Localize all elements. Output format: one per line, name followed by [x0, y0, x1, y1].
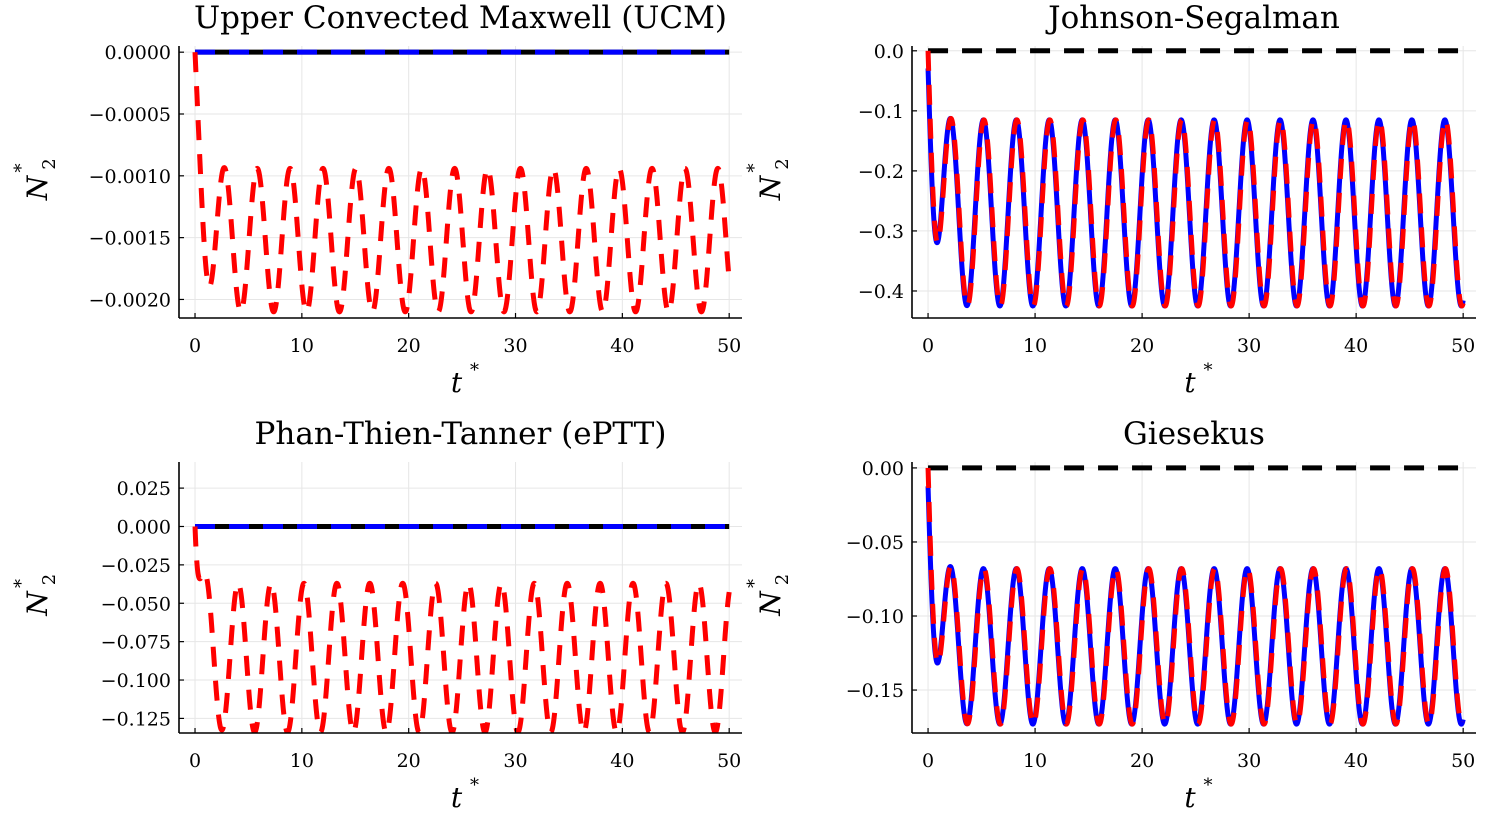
x-tick-label: 30 [503, 335, 527, 357]
x-axis-label: t [1184, 781, 1196, 814]
series-line-red [192, 526, 732, 733]
y-tick-label: −0.4 [858, 281, 904, 303]
x-tick-label: 50 [1451, 750, 1475, 772]
x-tick-label: 20 [1130, 335, 1154, 357]
x-tick-label: 0 [922, 750, 934, 772]
y-tick-label: −0.2 [858, 161, 904, 183]
y-axis-label-sup: * [744, 579, 765, 588]
chart-panel-1: 0 10 20 30 40 50 0.0000 −0.0005 −0.0010 −0.0015 −0… [11, 0, 742, 399]
y-axis-label: N [21, 174, 54, 201]
y-axis-label-sub: 2 [772, 574, 793, 585]
chart-title: Upper Convected Maxwell (UCM) [194, 0, 727, 36]
x-axis-label: t [451, 781, 463, 814]
series-line-red [925, 50, 1466, 309]
series-line-red [192, 52, 732, 315]
y-axis-label-group: N 2 * [11, 574, 60, 617]
y-tick-label: −0.3 [858, 221, 904, 243]
y-tick-label: −0.100 [101, 670, 171, 692]
x-tick-label: 10 [1023, 750, 1047, 772]
x-tick-label: 20 [1130, 750, 1154, 772]
series-line-blue [925, 486, 1466, 727]
x-tick-label: 0 [922, 335, 934, 357]
x-axis-label-sup: * [470, 775, 479, 796]
y-axis-label-group: N 2 * [744, 158, 793, 201]
x-axis-label-sup: * [1204, 775, 1213, 796]
x-tick-label: 20 [397, 335, 421, 357]
y-axis-label-sup: * [744, 164, 765, 173]
x-tick-label: 40 [1344, 750, 1368, 772]
x-tick-label: 0 [189, 335, 201, 357]
y-tick-label: 0.0 [874, 41, 904, 63]
y-tick-label: −0.0020 [89, 289, 171, 311]
y-tick-label: −0.0005 [89, 104, 171, 126]
y-axis-label: N [21, 590, 54, 617]
y-axis-label-sub: 2 [39, 158, 60, 169]
chart-title: Phan-Thien-Tanner (ePTT) [255, 416, 667, 452]
x-tick-label: 50 [1451, 335, 1475, 357]
y-tick-label: 0.025 [117, 478, 171, 500]
y-tick-label: 0.0000 [105, 42, 171, 64]
y-tick-label: −0.15 [846, 680, 904, 702]
y-tick-label: −0.025 [101, 555, 171, 577]
chart-panel-4: 0 10 20 30 40 50 0.00 −0.05 −0.10 −0.15 Giesekus t *… [744, 416, 1476, 814]
y-axis-label-group: N 2 * [744, 574, 793, 617]
y-tick-label: −0.125 [101, 708, 171, 730]
y-tick-label: −0.10 [846, 606, 904, 628]
x-tick-label: 30 [1237, 335, 1261, 357]
y-tick-label: 0.000 [117, 516, 171, 538]
x-tick-label: 40 [610, 750, 634, 772]
y-tick-label: −0.1 [858, 101, 904, 123]
x-tick-label: 10 [290, 335, 314, 357]
series-group [925, 48, 1466, 309]
y-axis-label-sup: * [11, 164, 32, 173]
y-tick-label: −0.050 [101, 593, 171, 615]
series-group [925, 465, 1466, 727]
x-tick-label: 10 [290, 750, 314, 772]
y-tick-label: −0.0015 [89, 228, 171, 250]
series-group [192, 49, 732, 315]
y-tick-label: −0.05 [846, 532, 904, 554]
chart-title: Giesekus [1123, 416, 1265, 452]
series-line-red [925, 467, 1466, 727]
x-tick-label: 20 [397, 750, 421, 772]
chart-title: Johnson-Segalman [1045, 0, 1340, 36]
x-tick-label: 30 [503, 750, 527, 772]
y-axis-label-sup: * [11, 579, 32, 588]
x-tick-label: 10 [1023, 335, 1047, 357]
x-axis-label: t [1184, 366, 1196, 399]
x-tick-label: 30 [1237, 750, 1261, 772]
x-axis-label-sup: * [1204, 360, 1213, 381]
y-axis-label: N [754, 174, 787, 201]
y-tick-label: −0.075 [101, 632, 171, 654]
y-tick-label: −0.0010 [89, 166, 171, 188]
y-axis-label: N [754, 590, 787, 617]
y-axis-label-sub: 2 [772, 158, 793, 169]
chart-panel-3: 0 10 20 30 40 50 0.025 0.000 −0.025 −0.050 −0.075 −… [11, 416, 742, 814]
x-tick-label: 40 [610, 335, 634, 357]
x-tick-label: 0 [189, 750, 201, 772]
x-tick-label: 40 [1344, 335, 1368, 357]
x-axis-label: t [451, 366, 463, 399]
y-axis-label-group: N 2 * [11, 158, 60, 201]
chart-panel-2: 0 10 20 30 40 50 0.0 −0.1 −0.2 −0.3 −0.4 Johnson-Se… [744, 0, 1476, 399]
x-tick-label: 50 [717, 335, 741, 357]
series-group [192, 523, 732, 733]
x-tick-label: 50 [717, 750, 741, 772]
y-axis-label-sub: 2 [39, 574, 60, 585]
x-axis-label-sup: * [470, 360, 479, 381]
y-tick-label: 0.00 [862, 458, 904, 480]
